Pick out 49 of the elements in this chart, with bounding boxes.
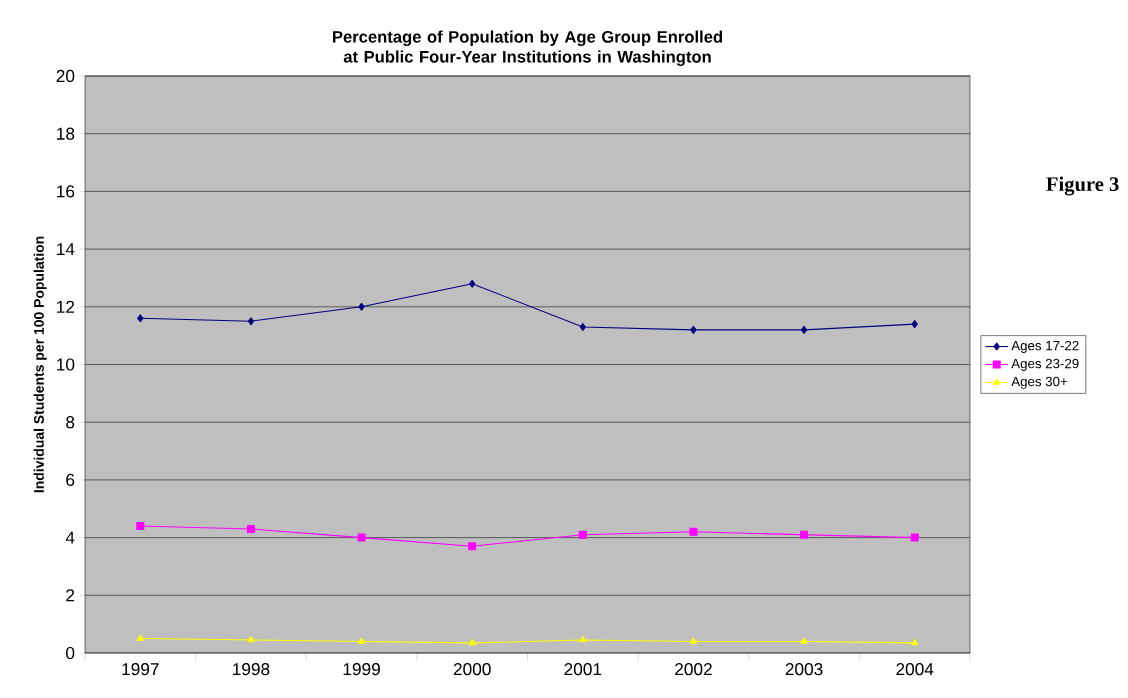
y-tick-label: 12 [57,300,75,313]
y-tick-label: 16 [57,185,75,198]
x-tick-label: 1998 [233,663,270,676]
legend-label: Ages 17-22 [1011,340,1079,353]
point [357,533,366,542]
point [690,325,697,334]
x-tick-label: 1997 [122,663,159,676]
y-tick-label: 4 [65,531,75,544]
point [689,637,697,644]
point [579,322,586,331]
x-tick-label: 2000 [453,663,491,676]
point [689,527,698,536]
point [911,638,919,646]
x-tick-label: 1999 [343,663,380,676]
caption: Figure 3 [1046,176,1119,196]
x-tick-label: 2004 [896,663,934,676]
chart-title: Percentage of Population by Age Group Enrolled at Public Four-Year Institutions in Washington [333,30,722,66]
point [246,524,255,533]
point [911,320,918,329]
point [800,325,808,334]
point [800,637,808,644]
point [800,530,809,539]
y-tick-label: 14 [57,243,75,256]
point [136,634,144,641]
legend-label: Ages 30+ [1011,376,1068,389]
point [468,638,476,646]
point [910,533,919,542]
y-axis-title: Individual Students per 100 Population [33,236,47,493]
legend-label: Ages 23-29 [1011,358,1079,371]
y-tick-label: 6 [66,473,75,487]
point [358,637,366,644]
point [247,636,255,643]
y-tick-label: 10 [57,358,75,371]
y-tick-label: 8 [66,416,75,429]
point [468,542,477,551]
y-tick-label: 0 [66,646,75,660]
point [136,522,145,531]
point [578,530,587,539]
point [469,279,476,288]
point [358,302,365,311]
y-tick-label: 20 [56,69,75,83]
y-tick-label: 18 [57,127,75,140]
point [137,314,144,323]
point [247,317,255,326]
x-tick-label: 2002 [675,663,712,676]
y-tick-label: 2 [66,589,75,602]
x-tick-label: 2003 [785,663,823,676]
x-tick-label: 2001 [564,663,602,676]
point [579,636,587,643]
